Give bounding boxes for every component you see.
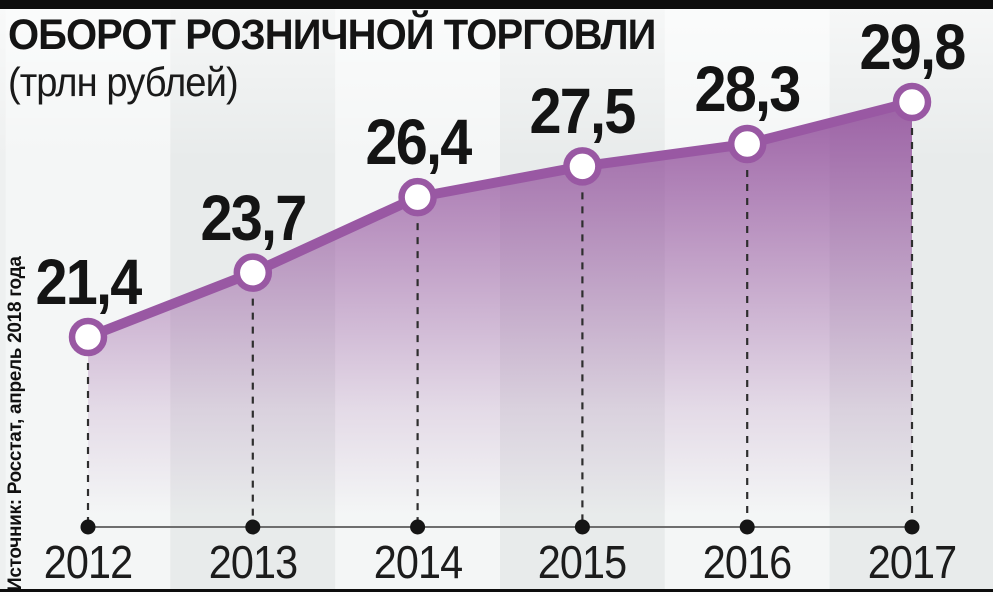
axis-dot bbox=[574, 519, 590, 535]
data-point-marker bbox=[892, 82, 932, 122]
value-label: 28,3 bbox=[694, 52, 802, 125]
chart-title: ОБОРОТ РОЗНИЧНОЙ ТОРГОВЛИ bbox=[8, 11, 656, 59]
year-label: 2016 bbox=[702, 536, 792, 588]
data-point-marker bbox=[398, 177, 437, 217]
axis-dot bbox=[245, 519, 261, 535]
data-point-marker bbox=[68, 317, 108, 357]
axis-dot bbox=[739, 519, 755, 535]
year-label: 2017 bbox=[867, 536, 957, 588]
value-label: 27,5 bbox=[529, 75, 637, 148]
data-point-marker bbox=[233, 253, 273, 292]
axis-dot bbox=[410, 519, 426, 535]
value-label: 23,7 bbox=[200, 181, 307, 254]
axis-dot bbox=[80, 519, 96, 535]
axis-dot bbox=[904, 519, 920, 535]
bottom-border-bar bbox=[0, 589, 993, 592]
chart-subtitle: (трлн рублей) bbox=[8, 59, 239, 105]
area-fill bbox=[88, 102, 912, 527]
data-point-marker bbox=[727, 124, 767, 164]
year-label: 2012 bbox=[43, 536, 133, 588]
data-point-marker bbox=[563, 147, 602, 186]
year-label: 2015 bbox=[538, 536, 627, 588]
value-label: 21,4 bbox=[35, 246, 143, 318]
top-border-bar bbox=[0, 0, 993, 9]
year-label: 2013 bbox=[208, 536, 298, 588]
source-note: Источник: Росстат, апрель 2018 года bbox=[5, 256, 26, 591]
year-label: 2014 bbox=[373, 536, 462, 588]
trend-line bbox=[83, 97, 917, 342]
value-label: 29,8 bbox=[859, 11, 967, 83]
bottom-white-strip bbox=[0, 592, 993, 596]
value-label: 26,4 bbox=[365, 106, 472, 179]
